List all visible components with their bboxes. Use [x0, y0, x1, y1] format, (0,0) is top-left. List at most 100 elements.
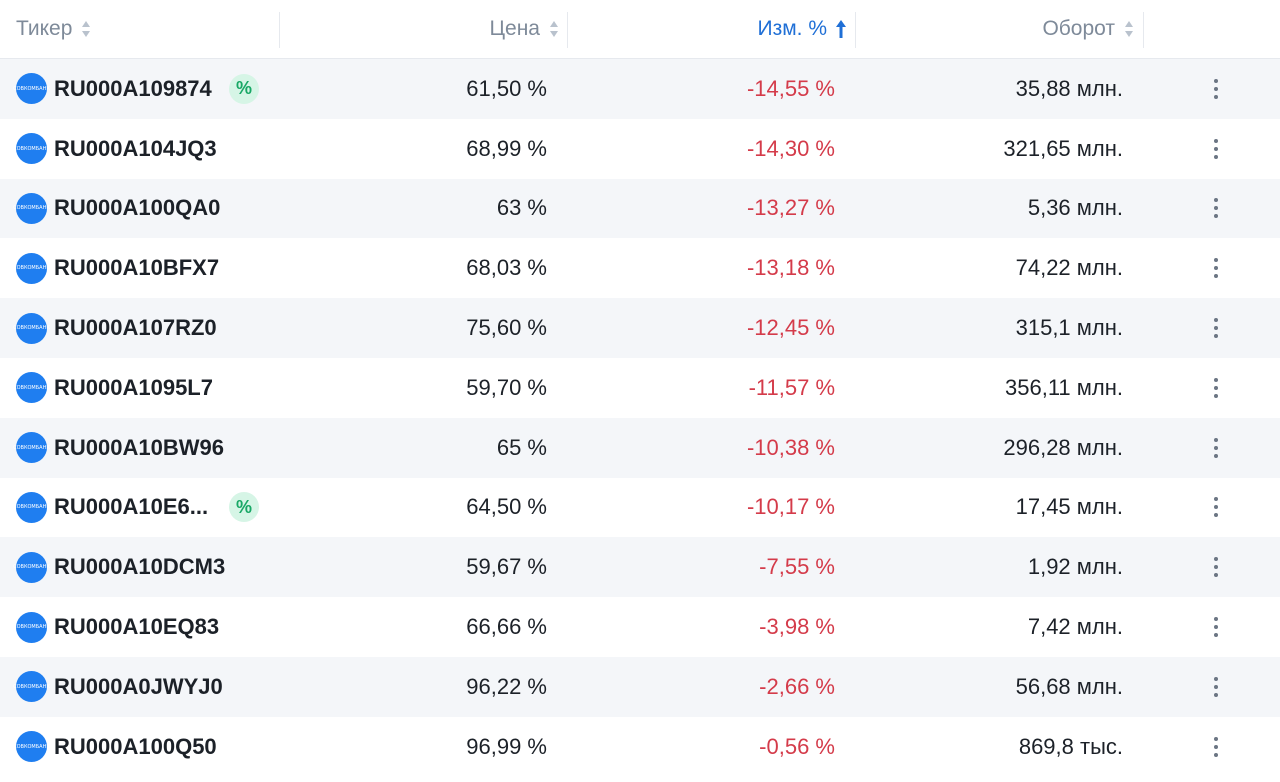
table-row[interactable]: СОВКОМБАНК RU000A100Q50 96,99 % -0,56 % … [0, 716, 1280, 777]
table-row[interactable]: СОВКОМБАНК RU000A1095L7 59,70 % -11,57 %… [0, 357, 1280, 418]
turnover-cell: 1,92 млн. [1027, 554, 1123, 580]
change-cell: -7,55 % [759, 554, 835, 580]
table-row[interactable]: СОВКОМБАНК RU000A107RZ0 75,60 % -12,45 %… [0, 298, 1280, 358]
issuer-logo-text: СОВКОМБАНК [13, 564, 50, 571]
change-cell: -0,56 % [759, 733, 835, 759]
more-vertical-icon [1214, 617, 1218, 638]
ticker-label: RU000A100QA0 [54, 195, 221, 221]
column-header-price[interactable]: Цена [490, 0, 561, 58]
turnover-cell: 74,22 млн. [1015, 255, 1123, 281]
change-cell: -10,17 % [746, 494, 835, 520]
sort-icon [80, 18, 92, 40]
row-menu-button[interactable] [1204, 59, 1228, 119]
sort-icon [548, 18, 560, 40]
price-cell: 68,99 % [466, 135, 547, 161]
column-header-change[interactable]: Изм. % [757, 0, 847, 58]
ticker-cell[interactable]: СОВКОМБАНК RU000A100Q50 [13, 717, 217, 777]
turnover-cell: 35,88 млн. [1015, 75, 1123, 101]
issuer-logo-text: СОВКОМБАНК [13, 205, 50, 212]
price-cell: 66,66 % [466, 614, 547, 640]
row-menu-button[interactable] [1204, 179, 1228, 239]
column-header-turnover[interactable]: Оборот [1042, 0, 1135, 58]
more-vertical-icon [1214, 676, 1218, 697]
ticker-cell[interactable]: СОВКОМБАНК RU000A0JWYJ0 [13, 657, 223, 717]
table-row[interactable]: СОВКОМБАНК RU000A10DCM3 59,67 % -7,55 % … [0, 537, 1280, 598]
row-menu-button[interactable] [1204, 238, 1228, 298]
change-cell: -11,57 % [748, 374, 835, 400]
turnover-cell: 17,45 млн. [1015, 494, 1123, 520]
ticker-label: RU000A10BW96 [54, 434, 224, 460]
sort-ascending-icon [835, 18, 847, 40]
ticker-cell[interactable]: СОВКОМБАНК RU000A1095L7 [13, 358, 213, 418]
turnover-cell: 296,28 млн. [1003, 434, 1123, 460]
table-row[interactable]: СОВКОМБАНК RU000A100QA0 63 % -13,27 % 5,… [0, 178, 1280, 239]
price-cell: 96,99 % [466, 733, 547, 759]
column-header-turnover-label: Оборот [1042, 17, 1115, 40]
column-divider [567, 12, 568, 48]
table-row[interactable]: СОВКОМБАНК RU000A10BFX7 68,03 % -13,18 %… [0, 238, 1280, 299]
ticker-cell[interactable]: СОВКОМБАНК RU000A107RZ0 [13, 298, 217, 358]
ticker-cell[interactable]: СОВКОМБАНК RU000A109874 % [13, 59, 259, 119]
change-cell: -14,30 % [746, 135, 835, 161]
row-menu-button[interactable] [1204, 119, 1228, 179]
column-divider [1143, 12, 1144, 48]
ticker-cell[interactable]: СОВКОМБАНК RU000A10E6... % [13, 478, 259, 538]
price-cell: 59,67 % [466, 554, 547, 580]
issuer-logo: СОВКОМБАНК [13, 671, 50, 703]
price-cell: 59,70 % [466, 374, 547, 400]
table-row[interactable]: СОВКОМБАНК RU000A109874 % 61,50 % -14,55… [0, 59, 1280, 119]
change-cell: -13,18 % [746, 255, 835, 281]
issuer-logo: СОВКОМБАНК [13, 133, 50, 165]
ticker-cell[interactable]: СОВКОМБАНК RU000A10BFX7 [13, 238, 219, 298]
ticker-cell[interactable]: СОВКОМБАНК RU000A104JQ3 [13, 119, 217, 179]
sort-icon [1123, 18, 1135, 40]
ticker-label: RU000A10E6... [54, 494, 209, 520]
row-menu-button[interactable] [1204, 298, 1228, 358]
table-row[interactable]: СОВКОМБАНК RU000A104JQ3 68,99 % -14,30 %… [0, 118, 1280, 179]
table-row[interactable]: СОВКОМБАНК RU000A10EQ83 66,66 % -3,98 % … [0, 597, 1280, 657]
price-cell: 61,50 % [466, 75, 547, 101]
change-cell: -12,45 % [746, 315, 835, 341]
ticker-label: RU000A100Q50 [54, 733, 217, 759]
issuer-logo-text: СОВКОМБАНК [13, 444, 50, 451]
more-vertical-icon [1214, 198, 1218, 219]
issuer-logo-text: СОВКОМБАНК [13, 384, 50, 391]
row-menu-button[interactable] [1204, 597, 1228, 657]
row-menu-button[interactable] [1204, 537, 1228, 597]
ticker-cell[interactable]: СОВКОМБАНК RU000A100QA0 [13, 179, 221, 239]
row-menu-button[interactable] [1204, 478, 1228, 538]
ticker-cell[interactable]: СОВКОМБАНК RU000A10BW96 [13, 418, 224, 478]
table-row[interactable]: СОВКОМБАНК RU000A10BW96 65 % -10,38 % 29… [0, 417, 1280, 478]
table-row[interactable]: СОВКОМБАНК RU000A0JWYJ0 96,22 % -2,66 % … [0, 656, 1280, 717]
change-cell: -2,66 % [759, 673, 835, 699]
more-vertical-icon [1214, 736, 1218, 757]
ticker-label: RU000A0JWYJ0 [54, 673, 223, 699]
ticker-cell[interactable]: СОВКОМБАНК RU000A10DCM3 [13, 537, 226, 597]
issuer-logo: СОВКОМБАНК [13, 432, 50, 464]
more-vertical-icon [1214, 497, 1218, 518]
issuer-logo-text: СОВКОМБАНК [13, 145, 50, 152]
issuer-logo: СОВКОМБАНК [13, 192, 50, 224]
column-header-ticker[interactable]: Тикер [16, 0, 92, 58]
issuer-logo: СОВКОМБАНК [13, 551, 50, 583]
ticker-label: RU000A10EQ83 [54, 614, 220, 640]
turnover-cell: 5,36 млн. [1027, 195, 1123, 221]
percent-coupon-icon: % [229, 492, 259, 523]
issuer-logo: СОВКОМБАНК [13, 731, 50, 763]
change-cell: -14,55 % [746, 75, 835, 101]
row-menu-button[interactable] [1204, 717, 1228, 777]
row-menu-button[interactable] [1204, 418, 1228, 478]
turnover-cell: 315,1 млн. [1015, 315, 1123, 341]
row-menu-button[interactable] [1204, 657, 1228, 717]
issuer-logo-text: СОВКОМБАНК [13, 743, 50, 750]
ticker-cell[interactable]: СОВКОМБАНК RU000A10EQ83 [13, 597, 220, 657]
column-header-change-label: Изм. % [757, 17, 827, 40]
column-divider [855, 12, 856, 48]
ticker-label: RU000A10DCM3 [54, 554, 226, 580]
table-row[interactable]: СОВКОМБАНК RU000A10E6... % 64,50 % -10,1… [0, 477, 1280, 538]
row-menu-button[interactable] [1204, 358, 1228, 418]
turnover-cell: 56,68 млн. [1015, 673, 1123, 699]
price-cell: 75,60 % [466, 315, 547, 341]
issuer-logo: СОВКОМБАНК [13, 372, 50, 404]
